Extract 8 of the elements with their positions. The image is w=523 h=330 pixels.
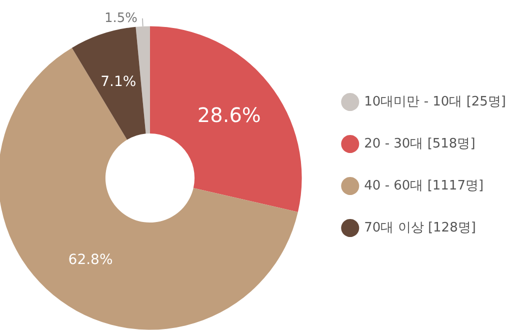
legend-label: 20 - 30대 [518명] bbox=[364, 136, 476, 152]
legend-label: 70대 이상 [128명] bbox=[364, 220, 476, 236]
data-label: 62.8% bbox=[68, 252, 113, 268]
legend-label: 40 - 60대 [1117명] bbox=[364, 178, 484, 194]
data-label: 1.5% bbox=[104, 10, 138, 26]
legend-label: 10대미만 - 10대 [25명] bbox=[364, 94, 506, 110]
data-label: 28.6% bbox=[197, 102, 261, 127]
data-label: 7.1% bbox=[100, 74, 136, 90]
